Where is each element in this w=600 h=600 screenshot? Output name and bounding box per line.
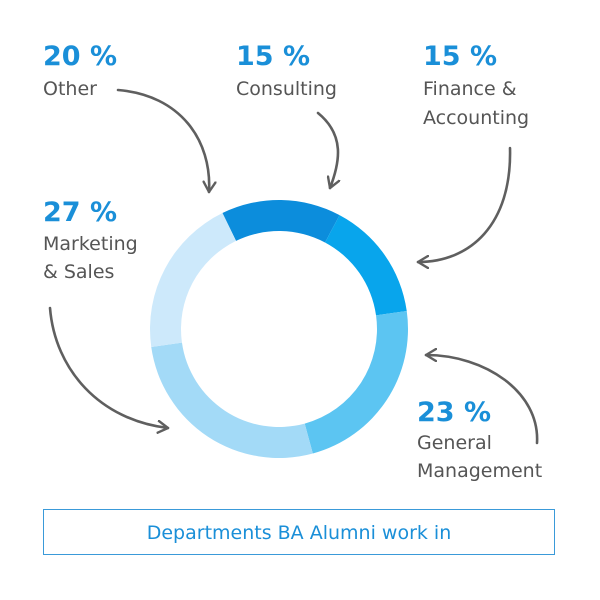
label-finance-percent: 15 %	[423, 41, 498, 72]
callout-arrows	[48, 88, 539, 445]
label-general-management-name-line2: Management	[417, 460, 543, 482]
arrow-marketing-sales	[48, 306, 170, 428]
label-other-name: Other	[43, 78, 97, 100]
arrow-other	[116, 88, 209, 194]
label-consulting-percent: 15 %	[236, 41, 311, 72]
arrow-consulting	[316, 111, 338, 190]
arrow-finance-accounting	[416, 146, 512, 262]
arrow-general-management	[424, 355, 539, 445]
donut-slice-marketing-sales	[151, 342, 313, 458]
donut-slices	[149, 199, 408, 458]
label-marketing-name-line2: & Sales	[43, 261, 115, 283]
label-consulting-name: Consulting	[236, 78, 337, 100]
chart-title: Departments BA Alumni work in	[146, 522, 452, 544]
label-other-percent: 20 %	[43, 41, 118, 72]
label-finance-name-line1: Finance &	[423, 78, 517, 100]
chart-title-box: Departments BA Alumni work in	[43, 509, 555, 555]
donut-slice-general-management	[304, 311, 408, 454]
label-general-management-percent: 23 %	[417, 397, 492, 428]
donut-slice-other	[149, 213, 237, 347]
label-marketing-percent: 27 %	[43, 197, 118, 228]
donut-slice-consulting	[222, 199, 340, 243]
label-marketing-name-line1: Marketing	[43, 233, 138, 255]
donut-slice-finance-accounting	[325, 215, 407, 316]
label-general-management-name-line1: General	[417, 432, 492, 454]
label-finance-name-line2: Accounting	[423, 107, 530, 129]
